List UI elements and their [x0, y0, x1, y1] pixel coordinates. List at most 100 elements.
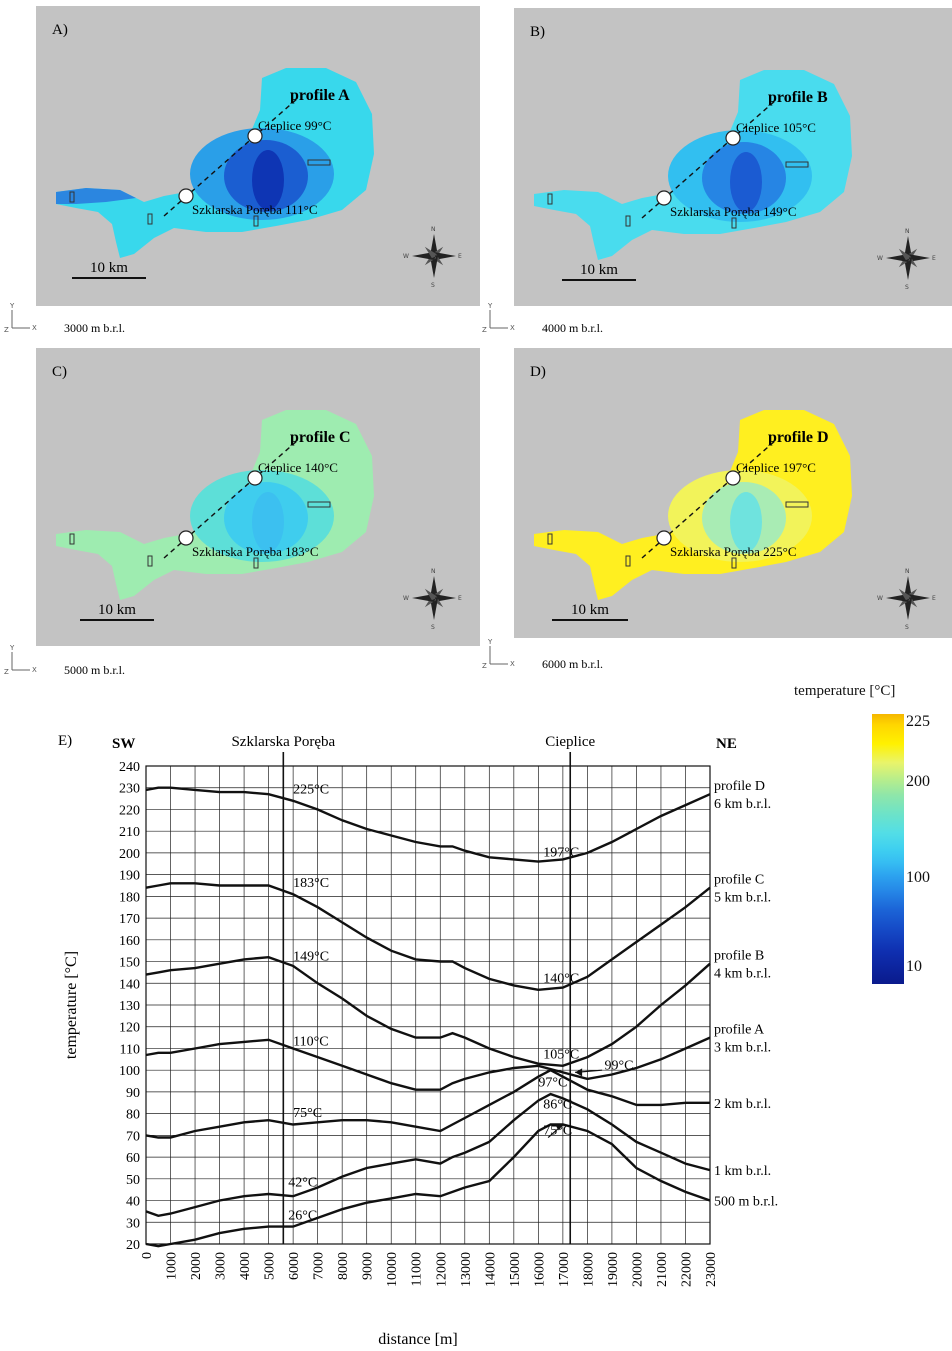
- x-tick-label: 1000: [165, 1252, 180, 1280]
- map-panel-label: B): [530, 24, 545, 40]
- value-annotation: 26°C: [288, 1208, 317, 1223]
- compass-e: E: [458, 253, 462, 260]
- x-tick-label: 11000: [410, 1252, 425, 1286]
- plot-frame: [145, 765, 711, 1245]
- cieplice-label: Cieplice 99°C: [258, 118, 331, 133]
- value-annotation: 75°C: [293, 1106, 322, 1121]
- series-label: 2 km b.r.l.: [714, 1097, 771, 1112]
- y-tick-label: 80: [126, 1108, 140, 1123]
- map-panel-label: A): [52, 22, 68, 38]
- profile-label: profile C: [290, 429, 351, 446]
- map-area: D) profile D Cieplice 197°C Szklarska Poręb…: [530, 364, 936, 631]
- y-tick-label: 100: [119, 1064, 140, 1079]
- temperature-profile-chart: E) 20 30 40 50 60 70 80 90 100 110 120 130 140 150 160 1…: [58, 733, 778, 1348]
- axis-z-letter: Z: [482, 326, 487, 334]
- x-tick-label: 23000: [704, 1252, 719, 1287]
- cieplice-well: [247, 470, 263, 486]
- x-tick-label: 16000: [532, 1252, 547, 1287]
- axes-icon: Y X Z: [482, 302, 515, 334]
- y-tick-label: 170: [119, 912, 140, 927]
- scale-label: 10 km: [571, 602, 609, 618]
- temperature-core: [252, 492, 284, 552]
- value-annotation: 97°C: [538, 1076, 567, 1091]
- y-tick-label: 30: [126, 1216, 140, 1231]
- y-tick-label: 150: [119, 956, 140, 971]
- compass-w: W: [877, 595, 883, 602]
- y-tick-label: 180: [119, 890, 140, 905]
- value-annotation: 42°C: [288, 1176, 317, 1191]
- value-annotation: 110°C: [293, 1034, 328, 1049]
- compass-w: W: [403, 595, 409, 602]
- series-label: 5 km b.r.l.: [714, 891, 771, 906]
- colorbar-title: temperature [°C]: [794, 683, 896, 699]
- compass-rose: N S E W: [403, 568, 462, 631]
- series-line: [145, 1123, 711, 1248]
- chart-panel-label: E): [58, 733, 72, 749]
- cieplice-label: Cieplice 197°C: [736, 460, 816, 475]
- cieplice-well: [725, 470, 741, 486]
- map-symbol: [253, 215, 259, 227]
- y-tick-label: 190: [119, 869, 140, 884]
- axis-z-letter: Z: [482, 662, 487, 670]
- compass-n: N: [431, 226, 436, 233]
- y-tick-label: 20: [126, 1238, 140, 1253]
- szklarska-poreba-label: Szklarska Poręba 225°C: [670, 544, 797, 559]
- map-symbol: [69, 191, 75, 203]
- y-tick-label: 110: [120, 1042, 140, 1057]
- annotation-arrow: [575, 1068, 603, 1077]
- map-symbol: [147, 213, 153, 225]
- cieplice-label: Cieplice 105°C: [736, 120, 816, 135]
- map-symbol: [547, 193, 553, 205]
- compass-e: E: [458, 595, 462, 602]
- temperature-zone: [56, 188, 136, 204]
- depth-label: 6000 m b.r.l.: [542, 657, 603, 671]
- compass-point: [424, 588, 437, 601]
- compass-rose: N S E W: [403, 226, 462, 289]
- compass-w: W: [877, 255, 883, 262]
- vertical-marker-label: Cieplice: [545, 734, 595, 750]
- series-label: 1 km b.r.l.: [714, 1164, 771, 1179]
- y-tick-label: 40: [126, 1195, 140, 1210]
- axis-x-letter: X: [32, 666, 37, 674]
- axis-x-letter: X: [510, 660, 515, 668]
- szklarska-poreba-well: [656, 190, 672, 206]
- series-label: profile D: [714, 779, 765, 794]
- sw-label: SW: [112, 736, 135, 752]
- x-tick-label: 21000: [655, 1252, 670, 1287]
- vertical-marker-label: Szklarska Poręba: [231, 734, 335, 750]
- x-tick-label: 8000: [336, 1252, 351, 1280]
- axes-icon: Y X Z: [482, 638, 515, 670]
- map-panels: A) profile A Cieplice 99°C Szklarska Poręba…: [4, 6, 952, 677]
- compass-e: E: [932, 595, 936, 602]
- series-label: profile A: [714, 1023, 765, 1038]
- x-axis-title: distance [m]: [378, 1331, 458, 1348]
- axes-icon: Y X Z: [4, 644, 37, 676]
- szklarska-poreba-well: [178, 530, 194, 546]
- axes-icon: Y X Z: [4, 302, 37, 334]
- compass-point: [424, 246, 437, 259]
- compass-s: S: [431, 624, 435, 631]
- compass-point: [898, 248, 911, 261]
- compass-rose: N S E W: [877, 568, 936, 631]
- cieplice-label: Cieplice 140°C: [258, 460, 338, 475]
- compass-point: [898, 588, 911, 601]
- axis-z-letter: Z: [4, 326, 9, 334]
- szklarska-poreba-well: [656, 530, 672, 546]
- compass-s: S: [431, 282, 435, 289]
- value-annotation: 105°C: [543, 1047, 579, 1062]
- compass-n: N: [905, 228, 910, 235]
- y-tick-label: 90: [126, 1086, 140, 1101]
- map-symbol: [731, 557, 737, 569]
- map-symbol: [625, 555, 631, 567]
- map-symbol: [69, 533, 75, 545]
- chart-grid: [145, 765, 711, 1245]
- series-label: 3 km b.r.l.: [714, 1041, 771, 1056]
- x-tick-label: 15000: [508, 1252, 523, 1287]
- annotation-arrow: [547, 1124, 564, 1138]
- y-tick-label: 70: [126, 1129, 140, 1144]
- map-area: A) profile A Cieplice 99°C Szklarska Poręba…: [52, 22, 462, 289]
- axis-y-letter: Y: [9, 302, 15, 310]
- szklarska-poreba-label: Szklarska Poręba 111°C: [192, 202, 318, 217]
- axis-z-letter: Z: [4, 668, 9, 676]
- series-line: [145, 955, 711, 1068]
